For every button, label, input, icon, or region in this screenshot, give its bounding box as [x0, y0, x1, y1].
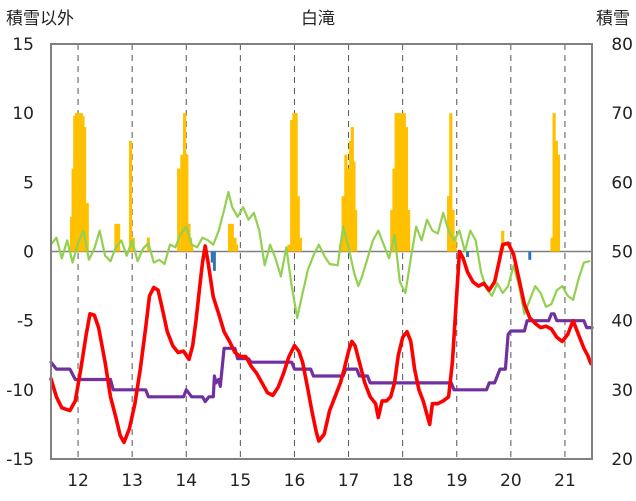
orange-bar-17 — [183, 113, 187, 252]
blue-bar-1 — [212, 251, 216, 271]
x-tick-19: 19 — [446, 471, 468, 491]
y-left-tick-0: 15 — [12, 35, 34, 55]
orange-bar-41 — [392, 168, 396, 252]
orange-bar-29 — [294, 113, 298, 252]
y-left-axis-label: 積雪以外 — [6, 9, 74, 29]
orange-bar-25 — [234, 244, 239, 252]
orange-bar-50 — [449, 113, 453, 252]
orange-bar-30 — [296, 196, 300, 252]
orange-bar-16 — [180, 154, 184, 252]
orange-bar-56 — [554, 140, 558, 252]
orange-bar-18 — [185, 154, 189, 252]
orange-bar-23 — [230, 223, 234, 252]
orange-bar-49 — [447, 196, 451, 252]
orange-bar-8 — [82, 127, 87, 252]
orange-bar-42 — [394, 113, 398, 252]
y-left-tick-2: 5 — [23, 173, 34, 193]
orange-bar-45 — [400, 113, 404, 252]
y-left-tick-5: -10 — [6, 381, 34, 401]
x-tick-16: 16 — [284, 471, 306, 491]
y-right-tick-0: 80 — [611, 35, 633, 55]
x-tick-17: 17 — [338, 471, 360, 491]
orange-bar-34 — [344, 154, 348, 252]
orange-bar-35 — [346, 168, 351, 252]
x-tick-20: 20 — [500, 471, 522, 491]
purple-series-line — [49, 312, 594, 404]
orange-bar-22 — [227, 223, 232, 252]
y-right-tick-6: 20 — [611, 450, 633, 470]
blue-bar-0 — [210, 251, 214, 263]
orange-bar-52 — [453, 237, 457, 252]
orange-bar-1 — [71, 168, 75, 252]
orange-bar-44 — [398, 113, 402, 252]
orange-bar-39 — [353, 210, 358, 252]
orange-bar-26 — [287, 244, 291, 252]
orange-bar-47 — [404, 127, 409, 252]
orange-bar-36 — [349, 140, 353, 252]
y-left-tick-1: 10 — [12, 104, 34, 124]
x-tick-12: 12 — [67, 471, 89, 491]
orange-bar-2 — [73, 115, 77, 252]
orange-bar-series — [69, 113, 561, 252]
orange-bar-24 — [233, 237, 237, 252]
orange-bar-37 — [350, 127, 354, 252]
y-right-axis-label: 積雪 — [596, 9, 630, 29]
orange-bar-55 — [552, 113, 556, 252]
orange-bar-48 — [407, 210, 411, 252]
green-series-line — [49, 190, 591, 319]
x-tick-21: 21 — [554, 471, 576, 491]
y-left-tick-3: 0 — [23, 243, 34, 263]
line-series-group — [49, 190, 594, 445]
orange-bar-46 — [402, 113, 406, 252]
x-tick-15: 15 — [230, 471, 252, 491]
blue-bar-2 — [466, 251, 470, 258]
orange-bar-27 — [290, 120, 294, 252]
x-tick-14: 14 — [175, 471, 197, 491]
orange-bar-6 — [79, 113, 83, 252]
orange-bar-31 — [298, 237, 303, 252]
orange-bar-9 — [85, 203, 89, 252]
orange-bar-7 — [81, 115, 85, 252]
orange-bar-28 — [292, 113, 296, 252]
orange-bar-53 — [501, 230, 505, 252]
orange-bar-11 — [117, 223, 121, 252]
orange-bar-33 — [341, 196, 345, 252]
orange-bar-5 — [78, 113, 82, 252]
blue-bar-3 — [528, 251, 532, 260]
red-series-line — [49, 241, 593, 445]
y-right-tick-4: 40 — [611, 312, 633, 332]
y-left-tick-6: -15 — [6, 450, 34, 470]
y-right-tick-2: 60 — [611, 173, 633, 193]
x-tick-13: 13 — [121, 471, 143, 491]
y-left-tick-4: -5 — [17, 312, 34, 332]
orange-bar-12 — [128, 140, 133, 252]
orange-bar-54 — [550, 237, 554, 252]
orange-bar-4 — [76, 113, 80, 252]
x-tick-18: 18 — [392, 471, 414, 491]
orange-bar-40 — [390, 210, 394, 252]
orange-bar-0 — [69, 216, 74, 252]
orange-bar-21 — [190, 244, 194, 252]
orange-bar-38 — [352, 161, 356, 252]
orange-bar-15 — [177, 168, 181, 252]
chart-title: 白滝 — [301, 9, 335, 29]
y-right-tick-3: 50 — [611, 243, 633, 263]
y-right-tick-5: 30 — [611, 381, 633, 401]
orange-bar-3 — [74, 113, 79, 252]
orange-bar-43 — [396, 113, 400, 252]
orange-bar-51 — [451, 210, 455, 252]
plot-frame — [50, 43, 593, 460]
blue-bar-series — [210, 251, 532, 271]
orange-bar-10 — [114, 223, 118, 252]
orange-bar-57 — [556, 154, 561, 252]
y-right-tick-1: 70 — [611, 104, 633, 124]
